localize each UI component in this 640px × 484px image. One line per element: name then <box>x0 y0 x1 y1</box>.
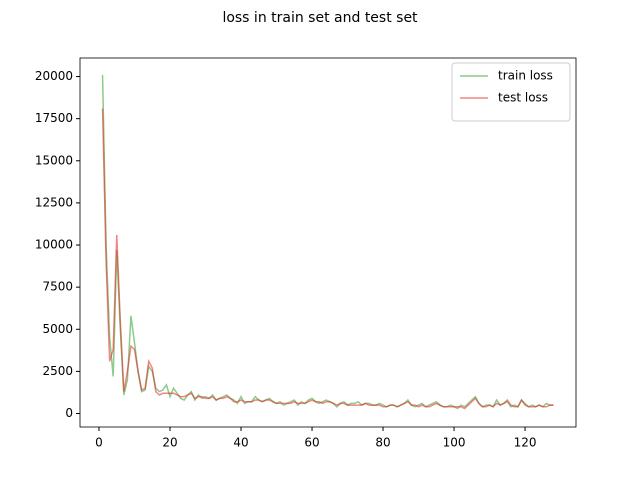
line-series <box>101 108 554 410</box>
y-tick-label: 0 <box>65 406 73 420</box>
y-tick-label: 7500 <box>42 280 73 294</box>
x-tick-label: 80 <box>375 436 390 450</box>
y-tick-label: 15000 <box>35 153 73 167</box>
x-tick-label: 60 <box>304 436 319 450</box>
chart-title: loss in train set and test set <box>222 10 418 26</box>
legend-box <box>451 62 571 122</box>
line-series <box>101 74 554 410</box>
y-tick-label: 17500 <box>35 111 73 125</box>
x-tick-label: 0 <box>95 436 103 450</box>
y-tick-label: 20000 <box>35 69 73 83</box>
x-tick-label: 40 <box>233 436 248 450</box>
y-tick-label: 2500 <box>42 364 73 378</box>
y-tick-label: 5000 <box>42 322 73 336</box>
x-tick-label: 20 <box>162 436 177 450</box>
y-tick-label: 10000 <box>35 238 73 252</box>
x-tick-label: 100 <box>443 436 466 450</box>
plot-frame <box>79 57 577 428</box>
x-tick-label: 120 <box>514 436 537 450</box>
legend-label: train loss <box>498 69 553 83</box>
y-tick-label: 12500 <box>35 195 73 209</box>
legend-label: test loss <box>498 91 548 105</box>
